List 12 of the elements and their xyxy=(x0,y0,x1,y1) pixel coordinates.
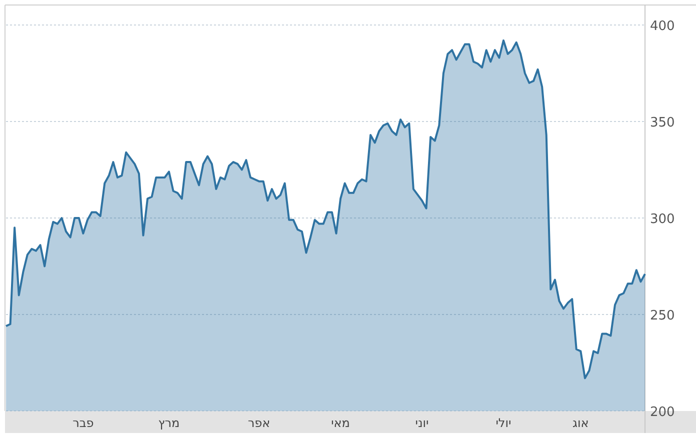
y-tick-label: 350 xyxy=(650,116,675,130)
x-tick-label: פבר xyxy=(72,416,94,430)
y-tick-label: 300 xyxy=(650,212,675,227)
x-tick-label: מרץ xyxy=(158,416,180,430)
y-tick-label: 400 xyxy=(650,19,675,34)
y-tick-label: 200 xyxy=(650,405,675,420)
y-tick-label: 250 xyxy=(650,308,675,324)
x-tick-label: יוני xyxy=(415,416,429,430)
x-tick-label: מאי xyxy=(331,416,350,430)
x-tick-label: אפר xyxy=(248,416,270,430)
x-tick-label: יולי xyxy=(496,416,512,430)
x-tick-label: אוג xyxy=(572,416,589,430)
